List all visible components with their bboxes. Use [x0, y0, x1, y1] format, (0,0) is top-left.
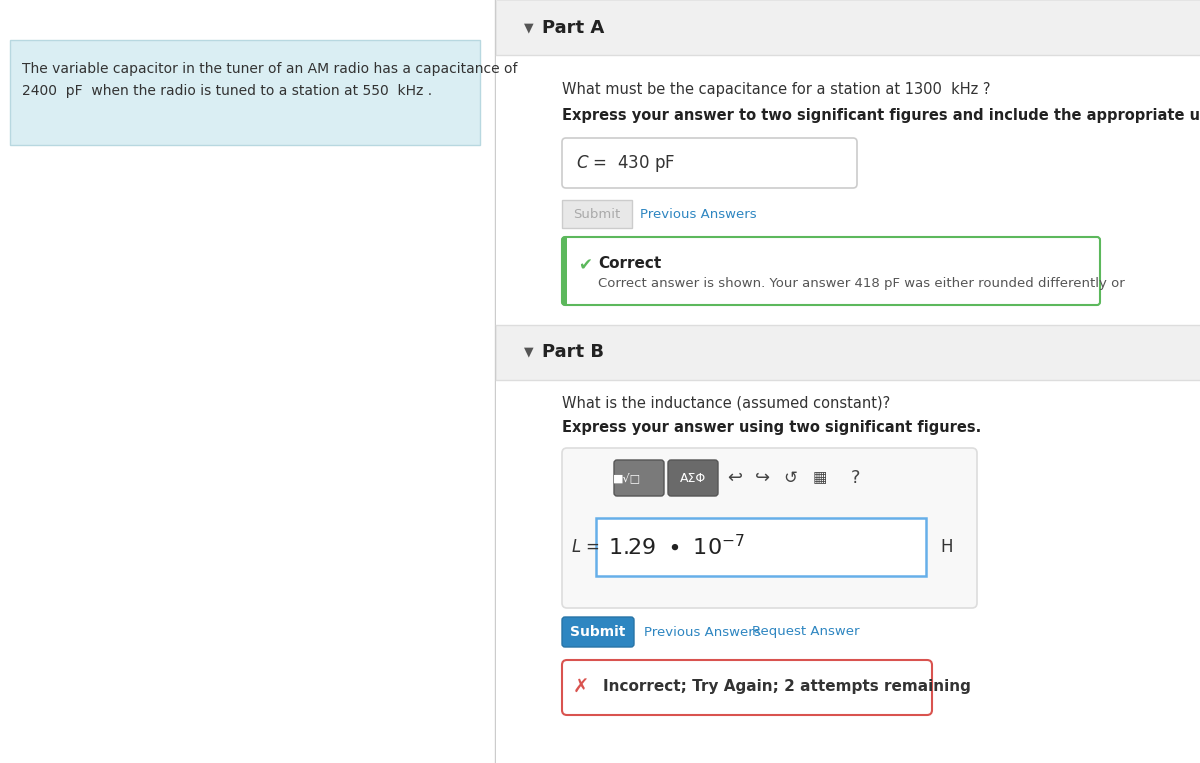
Text: ▼: ▼ [524, 21, 534, 34]
FancyBboxPatch shape [562, 237, 1100, 305]
Bar [10, 40, 480, 145]
Text: ?: ? [851, 469, 859, 487]
Text: Submit: Submit [570, 625, 625, 639]
Text: Previous Answers: Previous Answers [640, 208, 757, 221]
FancyBboxPatch shape [614, 460, 664, 496]
Text: Submit: Submit [574, 208, 620, 221]
Text: What must be the capacitance for a station at 1300  kHz ?: What must be the capacitance for a stati… [562, 82, 990, 97]
Text: What is the inductance (assumed constant)?: What is the inductance (assumed constant… [562, 396, 890, 411]
Text: ↪: ↪ [756, 469, 770, 487]
Text: ✗: ✗ [572, 678, 589, 697]
Text: Request Answer: Request Answer [752, 626, 859, 639]
Text: Part B: Part B [542, 343, 604, 361]
Text: Correct: Correct [598, 256, 661, 271]
Text: ↺: ↺ [784, 469, 797, 487]
Bar [496, 0, 1200, 763]
FancyBboxPatch shape [668, 460, 718, 496]
Text: 2400  pF  when the radio is tuned to a station at 550  kHz .: 2400 pF when the radio is tuned to a sta… [22, 84, 432, 98]
Text: Part A: Part A [542, 19, 605, 37]
Bar [562, 200, 632, 228]
Text: Incorrect; Try Again; 2 attempts remaining: Incorrect; Try Again; 2 attempts remaini… [604, 680, 971, 694]
Text: $\mathit{C}$ =  430 pF: $\mathit{C}$ = 430 pF [576, 153, 676, 173]
Text: ▦: ▦ [812, 471, 827, 485]
Text: $\mathit{L}$ =: $\mathit{L}$ = [571, 538, 600, 556]
Text: Express your answer using two significant figures.: Express your answer using two significan… [562, 420, 982, 435]
Bar [596, 518, 926, 576]
Text: The variable capacitor in the tuner of an AM radio has a capacitance of: The variable capacitor in the tuner of a… [22, 62, 517, 76]
Text: ▼: ▼ [524, 346, 534, 359]
Bar [562, 237, 568, 305]
Text: Express your answer to two significant figures and include the appropriate units: Express your answer to two significant f… [562, 108, 1200, 123]
Text: ↩: ↩ [727, 469, 743, 487]
Text: Previous Answers: Previous Answers [644, 626, 761, 639]
Text: ΑΣΦ: ΑΣΦ [680, 472, 706, 485]
Text: $1.29\ \bullet\ 10^{-7}$: $1.29\ \bullet\ 10^{-7}$ [608, 534, 745, 559]
Text: H: H [940, 538, 953, 556]
Text: Correct answer is shown. Your answer 418 pF was either rounded differently or: Correct answer is shown. Your answer 418… [598, 277, 1124, 290]
FancyBboxPatch shape [562, 617, 634, 647]
Bar [496, 325, 1200, 380]
Bar [496, 0, 1200, 55]
FancyBboxPatch shape [562, 138, 857, 188]
FancyBboxPatch shape [562, 448, 977, 608]
FancyBboxPatch shape [562, 660, 932, 715]
Text: ✔: ✔ [578, 256, 592, 274]
Text: ■√□: ■√□ [613, 472, 641, 484]
